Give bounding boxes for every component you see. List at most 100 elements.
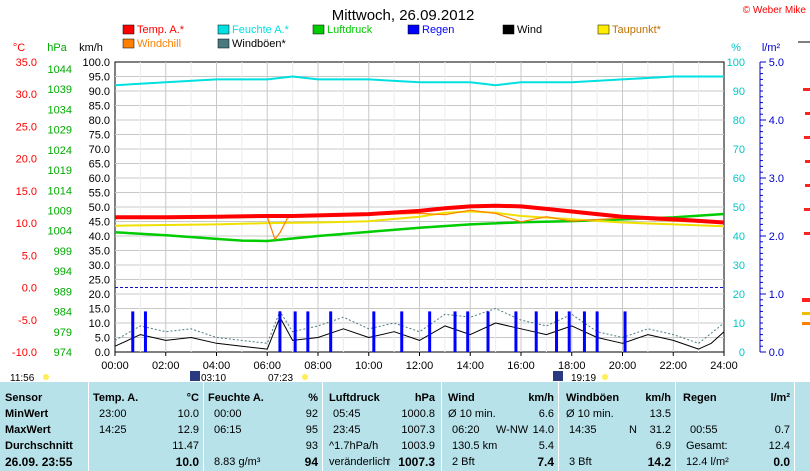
regen-unit: l/m²: [770, 392, 790, 404]
chart-grid: [114, 61, 725, 353]
time-tick-label: 22:00: [659, 360, 687, 372]
time-tick-label: 04:00: [203, 360, 231, 372]
celsius-tick-label: 30.0: [16, 89, 37, 101]
legend-label: Wind: [517, 24, 542, 36]
hpa-tick-label: 1004: [48, 226, 72, 238]
temp-avg: 11.47: [172, 440, 199, 452]
percent-unit-label: %: [731, 42, 741, 54]
fragment-mark: [805, 184, 810, 187]
rain-bar: [293, 311, 297, 352]
statistics-table: Sensor MinWert MaxWert Durchschnitt 26.0…: [0, 382, 810, 471]
hpa-tick-label: 1034: [48, 104, 72, 116]
regen-gesamt: 12.4: [768, 440, 790, 452]
windboen-row2-value: 31.2: [649, 424, 671, 436]
rain-bar: [514, 311, 518, 352]
lm2-unit-label: l/m²: [762, 42, 781, 54]
luftdruck-max-time: 23:45: [333, 424, 361, 436]
legend-swatch: [502, 24, 515, 35]
temp-min: 10.0: [177, 408, 199, 420]
windboen-current: 14.2: [647, 455, 671, 469]
celsius-tick-label: 10.0: [16, 218, 37, 230]
percent-tick-label: 80: [733, 115, 745, 127]
rain-bar: [534, 311, 538, 352]
kmh-tick-label: 10.0: [89, 318, 110, 330]
sensor-header: Sensor: [5, 392, 43, 404]
luftdruck-current: 1007.3: [398, 455, 435, 469]
hpa-tick-label: 994: [54, 266, 72, 278]
windboen-bft: 3 Bft: [569, 456, 592, 468]
weather-chart: Mittwoch, 26.09.2012 © Weber Mike Temp. …: [10, 5, 810, 382]
kmh-tick-label: 100.0: [82, 57, 110, 69]
kmh-tick-label: 75.0: [89, 130, 110, 142]
regen-row2-time: 00:55: [690, 424, 718, 436]
wind-row2-time: 06:20: [452, 424, 480, 436]
percent-tick-label: 0: [739, 347, 745, 359]
legend-label: Temp. A.*: [137, 24, 185, 36]
kmh-tick-label: 60.0: [89, 173, 110, 185]
rain-bar: [595, 311, 599, 352]
percent-tick-label: 90: [733, 86, 745, 98]
legend-swatch: [407, 24, 420, 35]
hpa-tick-label: 1024: [48, 145, 72, 157]
rain-bar: [466, 311, 470, 352]
windboen-row2-time: 14:35: [569, 424, 597, 436]
lm2-tick-label: 0.0: [769, 347, 784, 359]
feuchte-max: 95: [305, 424, 318, 436]
rain-bar: [278, 311, 282, 352]
fragment-mark: [802, 298, 810, 302]
feuchte-column: Feuchte A. % 00:00 92 06:15 95 93 8.83 g…: [204, 382, 322, 471]
rain-bar: [567, 311, 571, 352]
series-line-taupunkt: [114, 210, 725, 228]
celsius-tick-label: 20.0: [16, 154, 37, 166]
wind-unit: km/h: [528, 392, 554, 404]
temp-max: 12.9: [177, 424, 199, 436]
rain-bar: [428, 311, 432, 352]
legend-swatch: [597, 24, 610, 35]
legend-label: Taupunkt*: [612, 24, 662, 36]
rain-bar: [131, 311, 135, 352]
rain-bar: [582, 311, 586, 352]
time-tick-label: 16:00: [507, 360, 535, 372]
regen-row4: 12.4 l/m²: [686, 456, 729, 468]
kmh-tick-label: 40.0: [89, 231, 110, 243]
chart-legend: Temp. A.* Feuchte A.* Luftdruck Regen Wind Ta…: [122, 24, 662, 50]
percent-tick-label: 40: [733, 231, 745, 243]
kmh-tick-label: 45.0: [89, 217, 110, 229]
percent-tick-label: 50: [733, 202, 745, 214]
legend-swatch: [217, 24, 230, 35]
fragment-mark: [802, 312, 810, 315]
kmh-tick-label: 85.0: [89, 101, 110, 113]
legend-swatch: [217, 38, 230, 49]
kmh-tick-label: 65.0: [89, 159, 110, 171]
fragment-mark: [805, 112, 810, 115]
wind-current: 7.4: [537, 455, 554, 469]
kmh-tick-label: 50.0: [89, 202, 110, 214]
feuchte-current: 94: [304, 455, 318, 469]
temp-min-time: 23:00: [99, 408, 127, 420]
time-tick-label: 08:00: [304, 360, 332, 372]
legend-label: Regen: [422, 24, 454, 36]
chart-title: Mittwoch, 26.09.2012: [332, 7, 475, 24]
sunset-time-label: 19:19: [571, 373, 596, 382]
kmh-tick-label: 90.0: [89, 86, 110, 98]
percent-tick-label: 100: [727, 57, 745, 69]
hpa-tick-label: 984: [54, 307, 72, 319]
hpa-tick-label: 999: [54, 246, 72, 258]
legend-swatch: [312, 24, 325, 35]
regen-header: Regen: [683, 392, 717, 404]
rain-bar: [329, 311, 333, 352]
kmh-unit-label: km/h: [79, 42, 103, 54]
fragment-mark: [804, 136, 810, 139]
luftdruck-min-time: 05:45: [333, 408, 361, 420]
rain-bar: [486, 311, 490, 352]
rain-bar: [306, 311, 310, 352]
luftdruck-header: Luftdruck: [329, 392, 380, 404]
luftdruck-min: 1000.8: [401, 408, 435, 420]
temp-current: 10.0: [175, 455, 199, 469]
hpa-tick-label: 979: [54, 327, 72, 339]
luftdruck-avg: 1003.9: [401, 440, 435, 452]
celsius-tick-label: 35.0: [16, 57, 37, 69]
fragment-mark: [804, 208, 810, 211]
hpa-tick-label: 1039: [48, 84, 72, 96]
hpa-unit-label: hPa: [47, 42, 67, 54]
